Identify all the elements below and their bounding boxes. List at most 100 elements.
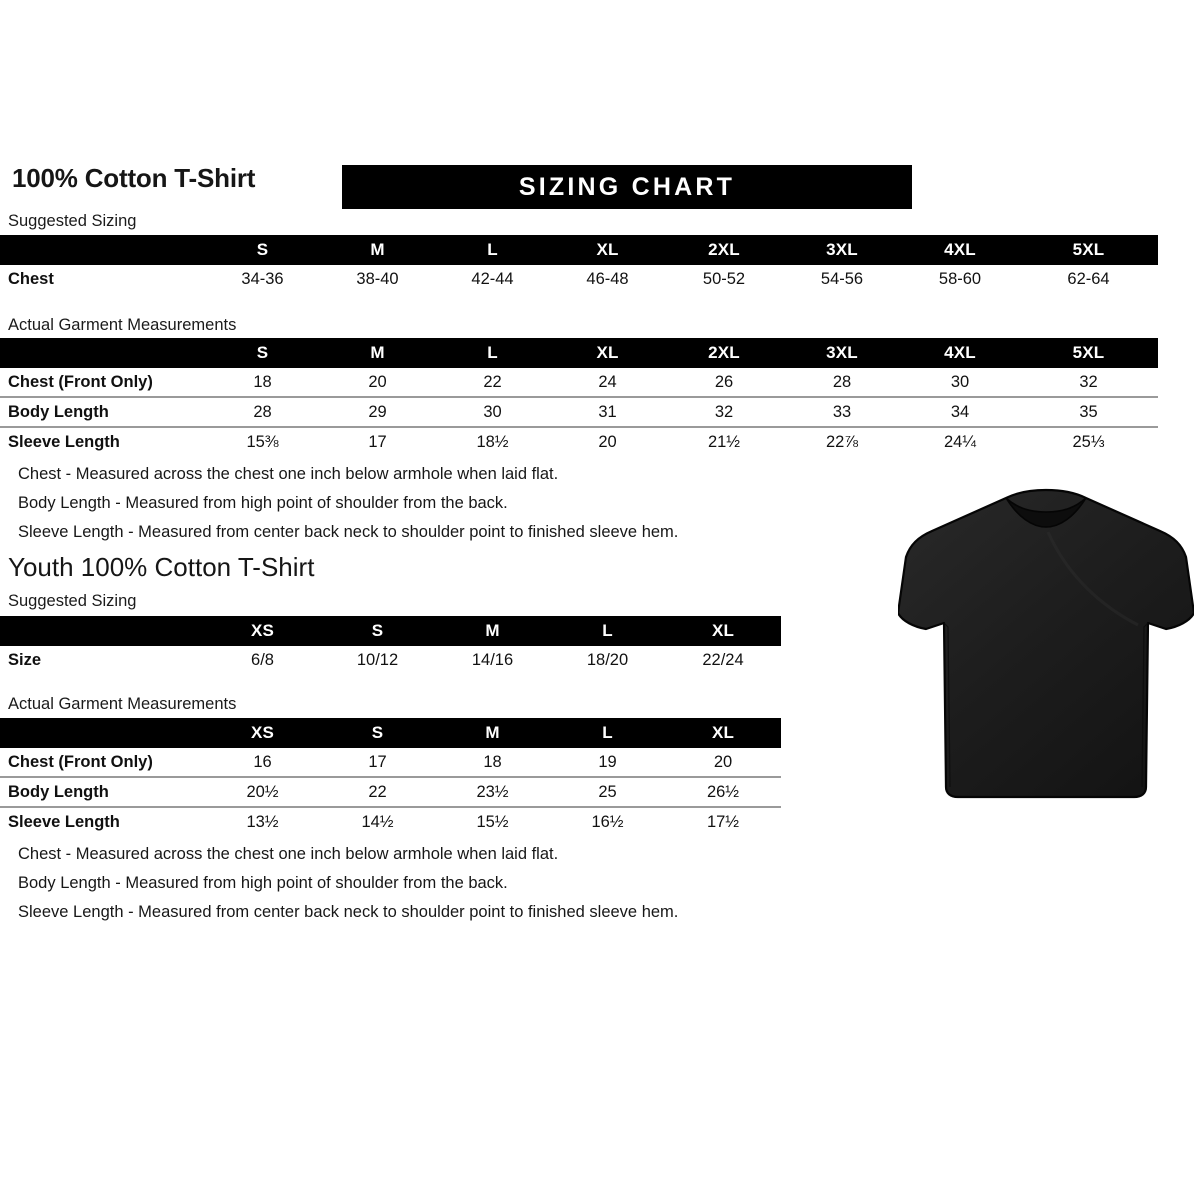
- cell-value: 50-52: [665, 265, 783, 293]
- cell-value: 22: [320, 776, 435, 807]
- header-cell-size: L: [550, 616, 665, 646]
- header-cell-size: XS: [205, 718, 320, 748]
- youth-suggested-sizing-table: XS S M L XL Size 6/8 10/12 14/16 18/20 2…: [0, 616, 781, 674]
- cell-value: 28: [205, 396, 320, 427]
- youth-actual-measurements-table: XS S M L XL Chest (Front Only) 16 17 18 …: [0, 718, 781, 836]
- note-sleeve-length: Sleeve Length - Measured from center bac…: [18, 523, 679, 541]
- adult-actual-measurements-label: Actual Garment Measurements: [8, 316, 237, 334]
- cell-value: 16½: [550, 806, 665, 836]
- tshirt-product-image: [898, 487, 1194, 802]
- cell-value: 13½: [205, 806, 320, 836]
- cell-value: 29: [320, 396, 435, 427]
- cell-value: 17: [320, 426, 435, 456]
- cell-value: 10/12: [320, 646, 435, 674]
- cell-value: 34-36: [205, 265, 320, 293]
- table-row: Sleeve Length 13½ 14½ 15½ 16½ 17½: [0, 806, 781, 836]
- cell-value: 15⅜: [205, 426, 320, 456]
- cell-value: 20½: [205, 776, 320, 807]
- adult-suggested-sizing-label: Suggested Sizing: [8, 212, 137, 230]
- header-cell-rowlabel: [0, 338, 205, 368]
- header-cell-size: S: [205, 338, 320, 368]
- cell-value: 30: [435, 396, 550, 427]
- cell-value: 42-44: [435, 265, 550, 293]
- tshirt-left-seam: [943, 622, 951, 788]
- cell-value: 54-56: [783, 265, 901, 293]
- cell-value: 20: [550, 426, 665, 456]
- header-cell-size: L: [435, 235, 550, 265]
- cell-value: 17: [320, 748, 435, 777]
- header-cell-size: 5XL: [1019, 235, 1158, 265]
- header-cell-size: XL: [665, 718, 781, 748]
- header-cell-size: XL: [550, 235, 665, 265]
- table-header-row: S M L XL 2XL 3XL 4XL 5XL: [0, 235, 1158, 265]
- header-cell-size: S: [320, 718, 435, 748]
- tshirt-right-seam: [1141, 622, 1149, 788]
- cell-value: 21½: [665, 426, 783, 456]
- cell-value: 62-64: [1019, 265, 1158, 293]
- adult-suggested-sizing-table: S M L XL 2XL 3XL 4XL 5XL Chest 34-36 38-…: [0, 235, 1158, 293]
- header-cell-size: M: [435, 718, 550, 748]
- adult-section-title: 100% Cotton T-Shirt: [12, 163, 256, 193]
- cell-value: 6/8: [205, 646, 320, 674]
- cell-value: 22/24: [665, 646, 781, 674]
- table-row: Sleeve Length 15⅜ 17 18½ 20 21½ 22⅞ 24¼ …: [0, 426, 1158, 456]
- note-body-length: Body Length - Measured from high point o…: [18, 874, 508, 892]
- header-cell-size: 4XL: [901, 338, 1019, 368]
- tshirt-fold-highlight: [1046, 531, 1139, 627]
- tshirt-collar: [1005, 497, 1087, 528]
- cell-value: 20: [320, 368, 435, 397]
- header-cell-size: 3XL: [783, 235, 901, 265]
- header-cell-size: S: [320, 616, 435, 646]
- header-cell-size: L: [550, 718, 665, 748]
- cell-value: 35: [1019, 396, 1158, 427]
- cell-value: 34: [901, 396, 1019, 427]
- cell-value: 26½: [665, 776, 781, 807]
- table-row: Chest 34-36 38-40 42-44 46-48 50-52 54-5…: [0, 265, 1158, 293]
- sizing-chart-banner: SIZING CHART: [342, 165, 912, 209]
- header-cell-size: M: [320, 338, 435, 368]
- cell-value: 23½: [435, 776, 550, 807]
- cell-value: 19: [550, 748, 665, 777]
- cell-value: 38-40: [320, 265, 435, 293]
- header-cell-size: 2XL: [665, 338, 783, 368]
- adult-measurement-notes: Chest - Measured across the chest one in…: [18, 460, 678, 547]
- cell-value: 18/20: [550, 646, 665, 674]
- cell-value: 26: [665, 368, 783, 397]
- cell-value: 18½: [435, 426, 550, 456]
- header-cell-rowlabel: [0, 616, 205, 646]
- youth-suggested-sizing-label: Suggested Sizing: [8, 592, 137, 610]
- cell-value: 31: [550, 396, 665, 427]
- youth-actual-measurements-label: Actual Garment Measurements: [8, 695, 237, 713]
- header-cell-size: XS: [205, 616, 320, 646]
- header-cell-size: 5XL: [1019, 338, 1158, 368]
- header-cell-size: M: [435, 616, 550, 646]
- header-cell-size: S: [205, 235, 320, 265]
- note-body-length: Body Length - Measured from high point o…: [18, 494, 508, 512]
- table-header-row: XS S M L XL: [0, 616, 781, 646]
- cell-value: 20: [665, 748, 781, 777]
- header-cell-size: L: [435, 338, 550, 368]
- cell-value: 16: [205, 748, 320, 777]
- table-header-row: XS S M L XL: [0, 718, 781, 748]
- tshirt-body: [898, 488, 1194, 799]
- cell-value: 30: [901, 368, 1019, 397]
- header-cell-size: 3XL: [783, 338, 901, 368]
- table-row: Chest (Front Only) 16 17 18 19 20: [0, 748, 781, 777]
- row-label: Size: [0, 646, 205, 674]
- cell-value: 25: [550, 776, 665, 807]
- note-sleeve-length: Sleeve Length - Measured from center bac…: [18, 903, 679, 921]
- cell-value: 18: [435, 748, 550, 777]
- row-label: Body Length: [0, 776, 205, 807]
- adult-header-row: 100% Cotton T-Shirt SIZING CHART: [8, 163, 1192, 209]
- cell-value: 15½: [435, 806, 550, 836]
- cell-value: 22⅞: [783, 426, 901, 456]
- table-header-row: S M L XL 2XL 3XL 4XL 5XL: [0, 338, 1158, 368]
- header-cell-rowlabel: [0, 718, 205, 748]
- cell-value: 32: [665, 396, 783, 427]
- youth-section-title: Youth 100% Cotton T-Shirt: [8, 552, 315, 582]
- row-label: Sleeve Length: [0, 806, 205, 836]
- table-row: Size 6/8 10/12 14/16 18/20 22/24: [0, 646, 781, 674]
- youth-measurement-notes: Chest - Measured across the chest one in…: [18, 840, 678, 927]
- header-cell-size: 2XL: [665, 235, 783, 265]
